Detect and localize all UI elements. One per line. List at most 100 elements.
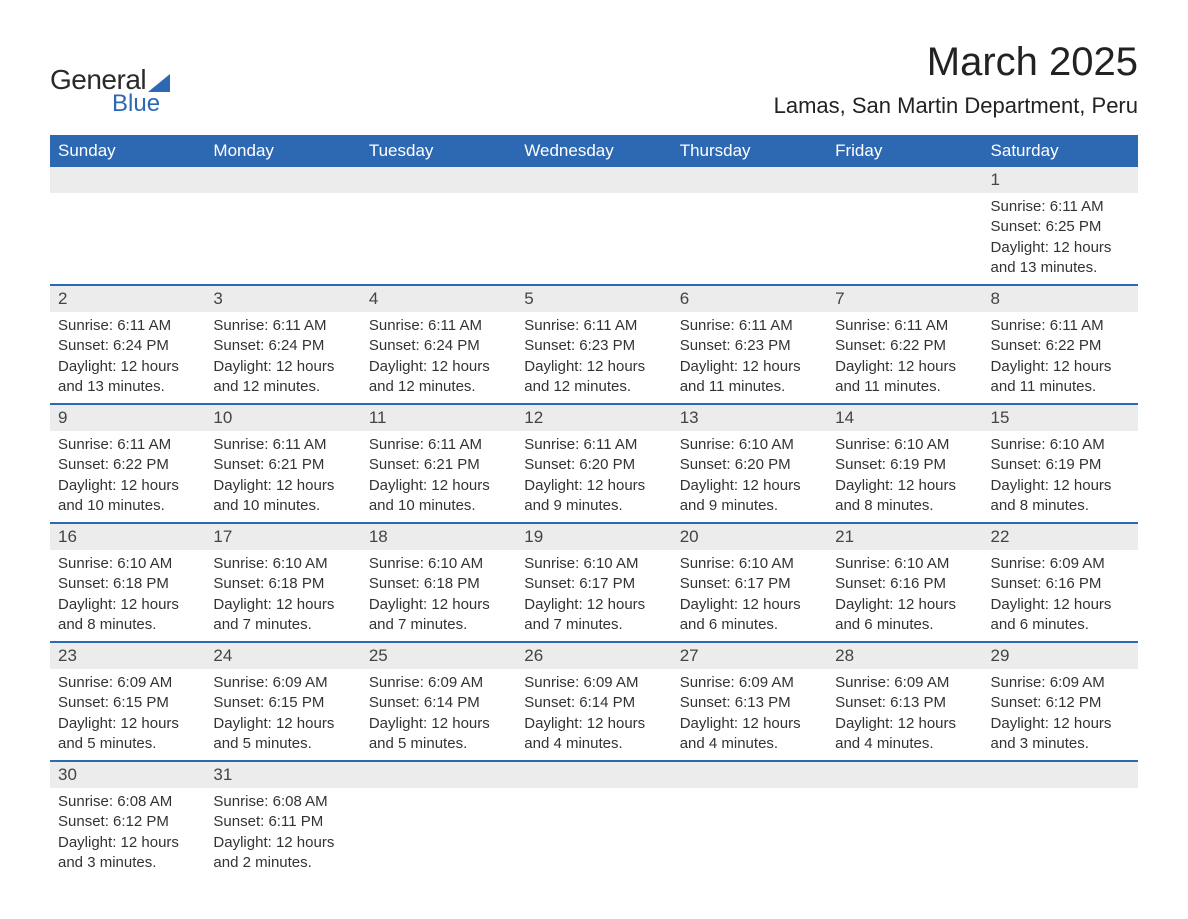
calendar-day-cell xyxy=(361,167,516,285)
day-body: Sunrise: 6:11 AMSunset: 6:23 PMDaylight:… xyxy=(672,312,827,403)
calendar-day-cell xyxy=(516,167,671,285)
sunrise-text: Sunrise: 6:09 AM xyxy=(991,554,1130,574)
day-body: Sunrise: 6:09 AMSunset: 6:14 PMDaylight:… xyxy=(516,669,671,760)
day-body-empty xyxy=(983,788,1138,848)
calendar-week-row: 30Sunrise: 6:08 AMSunset: 6:12 PMDayligh… xyxy=(50,761,1138,879)
sunset-text: Sunset: 6:18 PM xyxy=(213,574,352,594)
calendar-day-cell xyxy=(361,761,516,879)
sunrise-text: Sunrise: 6:11 AM xyxy=(680,316,819,336)
sunrise-text: Sunrise: 6:11 AM xyxy=(524,435,663,455)
calendar-day-cell: 2Sunrise: 6:11 AMSunset: 6:24 PMDaylight… xyxy=(50,285,205,404)
daylight-text: Daylight: 12 hours and 12 minutes. xyxy=(213,357,352,398)
day-body: Sunrise: 6:10 AMSunset: 6:20 PMDaylight:… xyxy=(672,431,827,522)
calendar-day-cell: 4Sunrise: 6:11 AMSunset: 6:24 PMDaylight… xyxy=(361,285,516,404)
daylight-text: Daylight: 12 hours and 12 minutes. xyxy=(369,357,508,398)
daylight-text: Daylight: 12 hours and 6 minutes. xyxy=(835,595,974,636)
day-number: 18 xyxy=(361,524,516,550)
calendar-thead: SundayMondayTuesdayWednesdayThursdayFrid… xyxy=(50,135,1138,167)
sunset-text: Sunset: 6:17 PM xyxy=(524,574,663,594)
daylight-text: Daylight: 12 hours and 8 minutes. xyxy=(991,476,1130,517)
sunset-text: Sunset: 6:14 PM xyxy=(369,693,508,713)
weekday-header: Monday xyxy=(205,135,360,167)
day-body: Sunrise: 6:11 AMSunset: 6:24 PMDaylight:… xyxy=(50,312,205,403)
sunset-text: Sunset: 6:22 PM xyxy=(835,336,974,356)
page-header: General Blue March 2025 Lamas, San Marti… xyxy=(50,40,1138,119)
day-body: Sunrise: 6:09 AMSunset: 6:12 PMDaylight:… xyxy=(983,669,1138,760)
day-number: 6 xyxy=(672,286,827,312)
sunset-text: Sunset: 6:12 PM xyxy=(991,693,1130,713)
day-number-empty xyxy=(672,167,827,193)
sunrise-text: Sunrise: 6:11 AM xyxy=(524,316,663,336)
sunrise-text: Sunrise: 6:11 AM xyxy=(213,316,352,336)
day-number: 8 xyxy=(983,286,1138,312)
calendar-day-cell: 15Sunrise: 6:10 AMSunset: 6:19 PMDayligh… xyxy=(983,404,1138,523)
calendar-week-row: 16Sunrise: 6:10 AMSunset: 6:18 PMDayligh… xyxy=(50,523,1138,642)
daylight-text: Daylight: 12 hours and 10 minutes. xyxy=(369,476,508,517)
day-number-empty xyxy=(516,762,671,788)
daylight-text: Daylight: 12 hours and 2 minutes. xyxy=(213,833,352,874)
calendar-day-cell: 9Sunrise: 6:11 AMSunset: 6:22 PMDaylight… xyxy=(50,404,205,523)
day-number-empty xyxy=(827,762,982,788)
day-body: Sunrise: 6:11 AMSunset: 6:24 PMDaylight:… xyxy=(205,312,360,403)
day-body: Sunrise: 6:10 AMSunset: 6:17 PMDaylight:… xyxy=(672,550,827,641)
day-number: 26 xyxy=(516,643,671,669)
day-body: Sunrise: 6:09 AMSunset: 6:13 PMDaylight:… xyxy=(672,669,827,760)
daylight-text: Daylight: 12 hours and 11 minutes. xyxy=(835,357,974,398)
month-title: March 2025 xyxy=(774,40,1138,85)
sunrise-text: Sunrise: 6:11 AM xyxy=(58,316,197,336)
sunrise-text: Sunrise: 6:10 AM xyxy=(369,554,508,574)
sunrise-text: Sunrise: 6:08 AM xyxy=(58,792,197,812)
sunset-text: Sunset: 6:16 PM xyxy=(835,574,974,594)
day-number: 7 xyxy=(827,286,982,312)
day-body: Sunrise: 6:10 AMSunset: 6:18 PMDaylight:… xyxy=(205,550,360,641)
sunset-text: Sunset: 6:24 PM xyxy=(369,336,508,356)
daylight-text: Daylight: 12 hours and 7 minutes. xyxy=(524,595,663,636)
daylight-text: Daylight: 12 hours and 12 minutes. xyxy=(524,357,663,398)
day-number: 19 xyxy=(516,524,671,550)
day-body: Sunrise: 6:11 AMSunset: 6:21 PMDaylight:… xyxy=(205,431,360,522)
day-body-empty xyxy=(516,193,671,253)
weekday-header: Thursday xyxy=(672,135,827,167)
daylight-text: Daylight: 12 hours and 5 minutes. xyxy=(58,714,197,755)
day-body: Sunrise: 6:09 AMSunset: 6:16 PMDaylight:… xyxy=(983,550,1138,641)
weekday-header-row: SundayMondayTuesdayWednesdayThursdayFrid… xyxy=(50,135,1138,167)
weekday-header: Friday xyxy=(827,135,982,167)
day-body-empty xyxy=(361,193,516,253)
daylight-text: Daylight: 12 hours and 4 minutes. xyxy=(680,714,819,755)
day-number-empty xyxy=(205,167,360,193)
day-number: 4 xyxy=(361,286,516,312)
sunset-text: Sunset: 6:23 PM xyxy=(680,336,819,356)
daylight-text: Daylight: 12 hours and 8 minutes. xyxy=(835,476,974,517)
daylight-text: Daylight: 12 hours and 3 minutes. xyxy=(991,714,1130,755)
day-number: 12 xyxy=(516,405,671,431)
sunrise-text: Sunrise: 6:11 AM xyxy=(991,197,1130,217)
sunrise-text: Sunrise: 6:08 AM xyxy=(213,792,352,812)
daylight-text: Daylight: 12 hours and 5 minutes. xyxy=(213,714,352,755)
calendar-day-cell: 13Sunrise: 6:10 AMSunset: 6:20 PMDayligh… xyxy=(672,404,827,523)
day-body: Sunrise: 6:10 AMSunset: 6:18 PMDaylight:… xyxy=(50,550,205,641)
calendar-day-cell: 31Sunrise: 6:08 AMSunset: 6:11 PMDayligh… xyxy=(205,761,360,879)
calendar-day-cell: 29Sunrise: 6:09 AMSunset: 6:12 PMDayligh… xyxy=(983,642,1138,761)
sunrise-text: Sunrise: 6:09 AM xyxy=(680,673,819,693)
calendar-day-cell: 26Sunrise: 6:09 AMSunset: 6:14 PMDayligh… xyxy=(516,642,671,761)
calendar-day-cell: 23Sunrise: 6:09 AMSunset: 6:15 PMDayligh… xyxy=(50,642,205,761)
daylight-text: Daylight: 12 hours and 11 minutes. xyxy=(991,357,1130,398)
day-number-empty xyxy=(672,762,827,788)
day-number: 21 xyxy=(827,524,982,550)
sunrise-text: Sunrise: 6:09 AM xyxy=(58,673,197,693)
day-number: 1 xyxy=(983,167,1138,193)
day-body-empty xyxy=(672,193,827,253)
day-body: Sunrise: 6:10 AMSunset: 6:19 PMDaylight:… xyxy=(827,431,982,522)
calendar-day-cell: 22Sunrise: 6:09 AMSunset: 6:16 PMDayligh… xyxy=(983,523,1138,642)
calendar-day-cell: 25Sunrise: 6:09 AMSunset: 6:14 PMDayligh… xyxy=(361,642,516,761)
calendar-day-cell xyxy=(827,761,982,879)
sunset-text: Sunset: 6:24 PM xyxy=(213,336,352,356)
sunrise-text: Sunrise: 6:09 AM xyxy=(369,673,508,693)
calendar-day-cell: 24Sunrise: 6:09 AMSunset: 6:15 PMDayligh… xyxy=(205,642,360,761)
day-number-empty xyxy=(827,167,982,193)
day-number: 20 xyxy=(672,524,827,550)
day-number: 11 xyxy=(361,405,516,431)
daylight-text: Daylight: 12 hours and 4 minutes. xyxy=(835,714,974,755)
day-body: Sunrise: 6:08 AMSunset: 6:11 PMDaylight:… xyxy=(205,788,360,879)
daylight-text: Daylight: 12 hours and 9 minutes. xyxy=(680,476,819,517)
